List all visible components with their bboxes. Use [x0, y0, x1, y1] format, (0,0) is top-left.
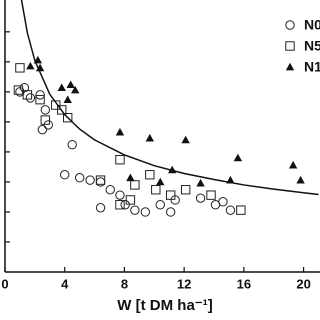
point — [120, 200, 130, 210]
point — [40, 105, 51, 115]
point — [115, 155, 125, 165]
point — [125, 195, 136, 205]
point — [85, 175, 95, 185]
point — [26, 61, 35, 70]
point — [63, 112, 73, 123]
point — [225, 205, 236, 215]
point — [51, 100, 61, 110]
point — [95, 175, 106, 185]
point — [145, 133, 155, 142]
point — [74, 173, 85, 183]
point — [66, 80, 75, 89]
legend-marker — [285, 41, 295, 51]
point — [181, 135, 190, 144]
legend-marker — [285, 20, 295, 30]
point — [67, 140, 77, 150]
x-axis-label: W [t DM ha⁻¹] — [117, 297, 212, 314]
point — [288, 160, 298, 169]
point — [35, 94, 45, 105]
point — [195, 193, 206, 203]
point — [218, 197, 228, 207]
x-tick-label: 8 — [121, 276, 128, 291]
point — [60, 170, 70, 180]
point — [115, 127, 125, 136]
x-tick-label: 12 — [177, 276, 191, 291]
fit-curve — [20, 0, 319, 196]
legend-label: N0 — [304, 17, 320, 33]
point — [140, 207, 151, 217]
point — [206, 190, 216, 200]
point — [156, 177, 165, 186]
point — [19, 82, 30, 93]
plot-area — [13, 0, 319, 217]
point — [130, 205, 140, 215]
point — [166, 207, 176, 217]
point — [25, 93, 36, 103]
point — [233, 153, 243, 162]
point — [57, 105, 67, 115]
legend-label: N1 — [304, 59, 320, 75]
point — [63, 95, 72, 104]
point — [105, 185, 115, 195]
x-tick-label: 20 — [296, 276, 310, 291]
point — [95, 177, 106, 187]
point — [22, 90, 33, 100]
point — [37, 124, 48, 135]
point — [236, 205, 246, 215]
point — [13, 85, 24, 95]
point — [166, 190, 176, 200]
point — [155, 200, 165, 210]
point — [145, 170, 155, 180]
point — [43, 120, 53, 130]
point — [40, 115, 51, 125]
point — [57, 83, 66, 92]
x-tick-label: 0 — [1, 276, 8, 291]
point — [115, 190, 125, 200]
point — [130, 180, 140, 190]
point — [35, 90, 45, 100]
point — [95, 203, 106, 213]
legend-label: N5 — [304, 38, 320, 54]
legend-marker — [285, 62, 295, 71]
point — [126, 173, 135, 182]
point — [151, 185, 161, 195]
point — [115, 200, 125, 210]
point — [70, 85, 80, 94]
point — [296, 175, 305, 184]
point — [196, 178, 205, 187]
point — [15, 63, 25, 73]
x-tick-label: 16 — [237, 276, 251, 291]
point — [180, 185, 191, 195]
x-tick-label: 4 — [61, 276, 69, 291]
